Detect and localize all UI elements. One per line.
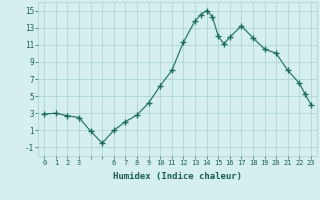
X-axis label: Humidex (Indice chaleur): Humidex (Indice chaleur) — [113, 172, 242, 181]
